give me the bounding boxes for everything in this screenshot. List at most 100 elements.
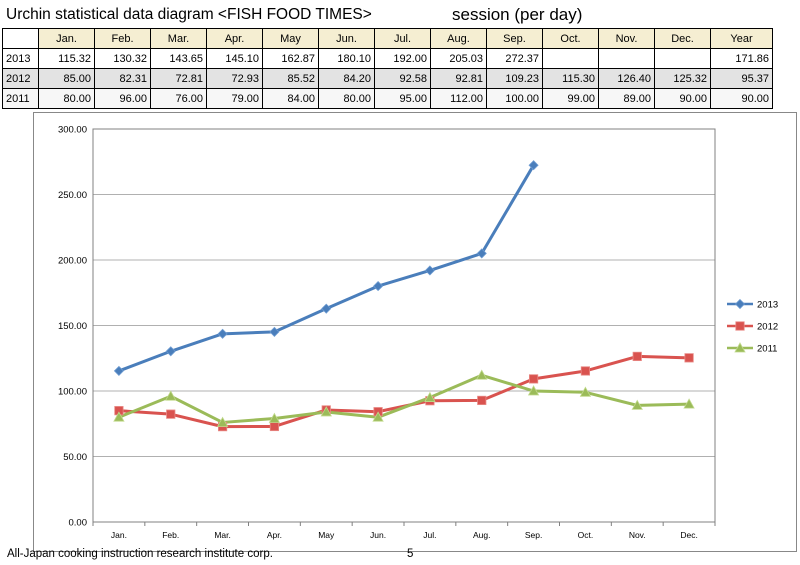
data-point-2013 — [269, 326, 280, 337]
data-point-2011 — [165, 390, 177, 401]
column-header: May — [262, 28, 319, 49]
table-cell: 80.00 — [318, 88, 375, 109]
column-header: Apr. — [206, 28, 263, 49]
series-line-2013 — [117, 163, 536, 373]
data-point-2013 — [476, 248, 487, 259]
column-header: Oct. — [542, 28, 599, 49]
table-cell: 112.00 — [430, 88, 487, 109]
table-cell: 145.10 — [206, 48, 263, 69]
y-tick-label: 200.00 — [58, 256, 87, 267]
data-point-2012 — [632, 351, 642, 362]
table-cell: 130.32 — [94, 48, 151, 69]
table-cell: 92.81 — [430, 68, 487, 89]
table-cell: 96.00 — [94, 88, 151, 109]
table-cell: 180.10 — [318, 48, 375, 69]
data-point-2012 — [166, 409, 176, 419]
table-header-row: Jan. Feb. Mar. Apr. May Jun. Jul. Aug. S… — [2, 28, 773, 49]
table-cell: 125.32 — [654, 68, 711, 89]
data-point-2011 — [579, 386, 592, 397]
x-tick-label: Aug. — [473, 530, 491, 540]
data-point-2011 — [113, 411, 125, 422]
legend-marker-2013 — [734, 298, 746, 310]
column-header: Sep. — [486, 28, 543, 49]
column-header: Dec. — [654, 28, 711, 49]
legend-label-2013: 2013 — [757, 300, 778, 311]
table-cell: 162.87 — [262, 48, 319, 69]
table-cell — [542, 48, 599, 69]
footer-organization: All-Japan cooking instruction research i… — [7, 548, 273, 560]
column-header: Jul. — [374, 28, 431, 49]
data-point-2012 — [580, 366, 591, 376]
table-cell: 82.31 — [94, 68, 151, 89]
session-label: session (per day) — [452, 5, 583, 24]
y-tick-label: 300.00 — [58, 125, 87, 136]
table-cell: 95.00 — [374, 88, 431, 109]
data-point-2013 — [113, 365, 124, 376]
table-cell: 143.65 — [150, 48, 207, 69]
table-cell: 115.30 — [542, 68, 599, 89]
line-chart: 0.00 50.00 100.00 150.00 200.00 250.00 300.00 J… — [58, 125, 778, 541]
data-point-2012 — [477, 395, 487, 406]
data-point-2012 — [684, 353, 694, 363]
column-header: Jun. — [318, 28, 375, 49]
x-tick-label: May — [318, 530, 335, 540]
table-cell: 90.00 — [710, 88, 773, 109]
column-header: Feb. — [94, 28, 151, 49]
table-cell: 90.00 — [654, 88, 711, 109]
x-tick-label: Dec. — [680, 530, 697, 540]
table-cell: 205.03 — [430, 48, 487, 69]
x-tick-label: Apr. — [267, 530, 282, 540]
table-cell: 89.00 — [598, 88, 655, 109]
data-point-2013 — [373, 281, 384, 292]
x-tick-label: Nov. — [629, 530, 646, 540]
header: Urchin statistical data diagram <FISH FO… — [4, 4, 794, 28]
table-cell: 171.86 — [710, 48, 773, 69]
x-tick-label: Jun. — [370, 530, 386, 540]
data-point-2011 — [268, 412, 281, 423]
table-cell: 84.00 — [262, 88, 319, 109]
row-year: 2011 — [2, 88, 39, 109]
column-header: Mar. — [150, 28, 207, 49]
table-cell: 79.00 — [206, 88, 263, 109]
table-row: 2013 115.32 130.32 143.65 145.10 162.87 … — [2, 48, 773, 69]
row-year: 2012 — [2, 68, 39, 89]
table-cell: 115.32 — [38, 48, 95, 69]
data-point-2013 — [321, 303, 332, 314]
table-cell: 192.00 — [374, 48, 431, 69]
column-header: Aug. — [430, 28, 487, 49]
table-cell: 84.20 — [318, 68, 375, 89]
table-cell: 85.00 — [38, 68, 95, 89]
data-point-2011 — [631, 399, 643, 410]
page-title: Urchin statistical data diagram <FISH FO… — [6, 6, 372, 23]
table-cell: 100.00 — [486, 88, 543, 109]
legend-label-2011: 2011 — [757, 344, 777, 355]
data-point-2011 — [372, 411, 384, 422]
data-point-2011 — [424, 391, 436, 402]
column-header: Year — [710, 28, 773, 49]
y-tick-label: 250.00 — [58, 190, 87, 201]
table-cell: 85.52 — [262, 68, 319, 89]
data-point-2011 — [527, 385, 540, 396]
x-tick-label: Mar. — [214, 530, 231, 540]
y-tick-label: 100.00 — [58, 387, 87, 398]
data-point-2011 — [683, 398, 695, 409]
table-row: 2011 80.00 96.00 76.00 79.00 84.00 80.00… — [2, 88, 773, 109]
table-cell: 72.81 — [150, 68, 207, 89]
data-point-2013 — [424, 265, 435, 276]
table-cell: 80.00 — [38, 88, 95, 109]
x-tick-label: Oct. — [578, 530, 594, 540]
table-cell — [654, 48, 711, 69]
x-tick-label: Sep. — [525, 530, 543, 540]
data-point-2011 — [216, 416, 229, 427]
data-point-2013 — [165, 346, 176, 357]
table-cell: 109.23 — [486, 68, 543, 89]
y-tick-label: 50.00 — [63, 452, 87, 463]
legend-marker-2012 — [735, 321, 745, 331]
series-line-2011 — [117, 373, 691, 424]
table-corner-cell — [2, 28, 39, 49]
chart-area: 0.00 50.00 100.00 150.00 200.00 250.00 300.00 J… — [33, 112, 797, 552]
table-cell: 76.00 — [150, 88, 207, 109]
page-number: 5 — [407, 548, 414, 560]
legend-label-2012: 2012 — [757, 322, 778, 333]
table-cell: 126.40 — [598, 68, 655, 89]
